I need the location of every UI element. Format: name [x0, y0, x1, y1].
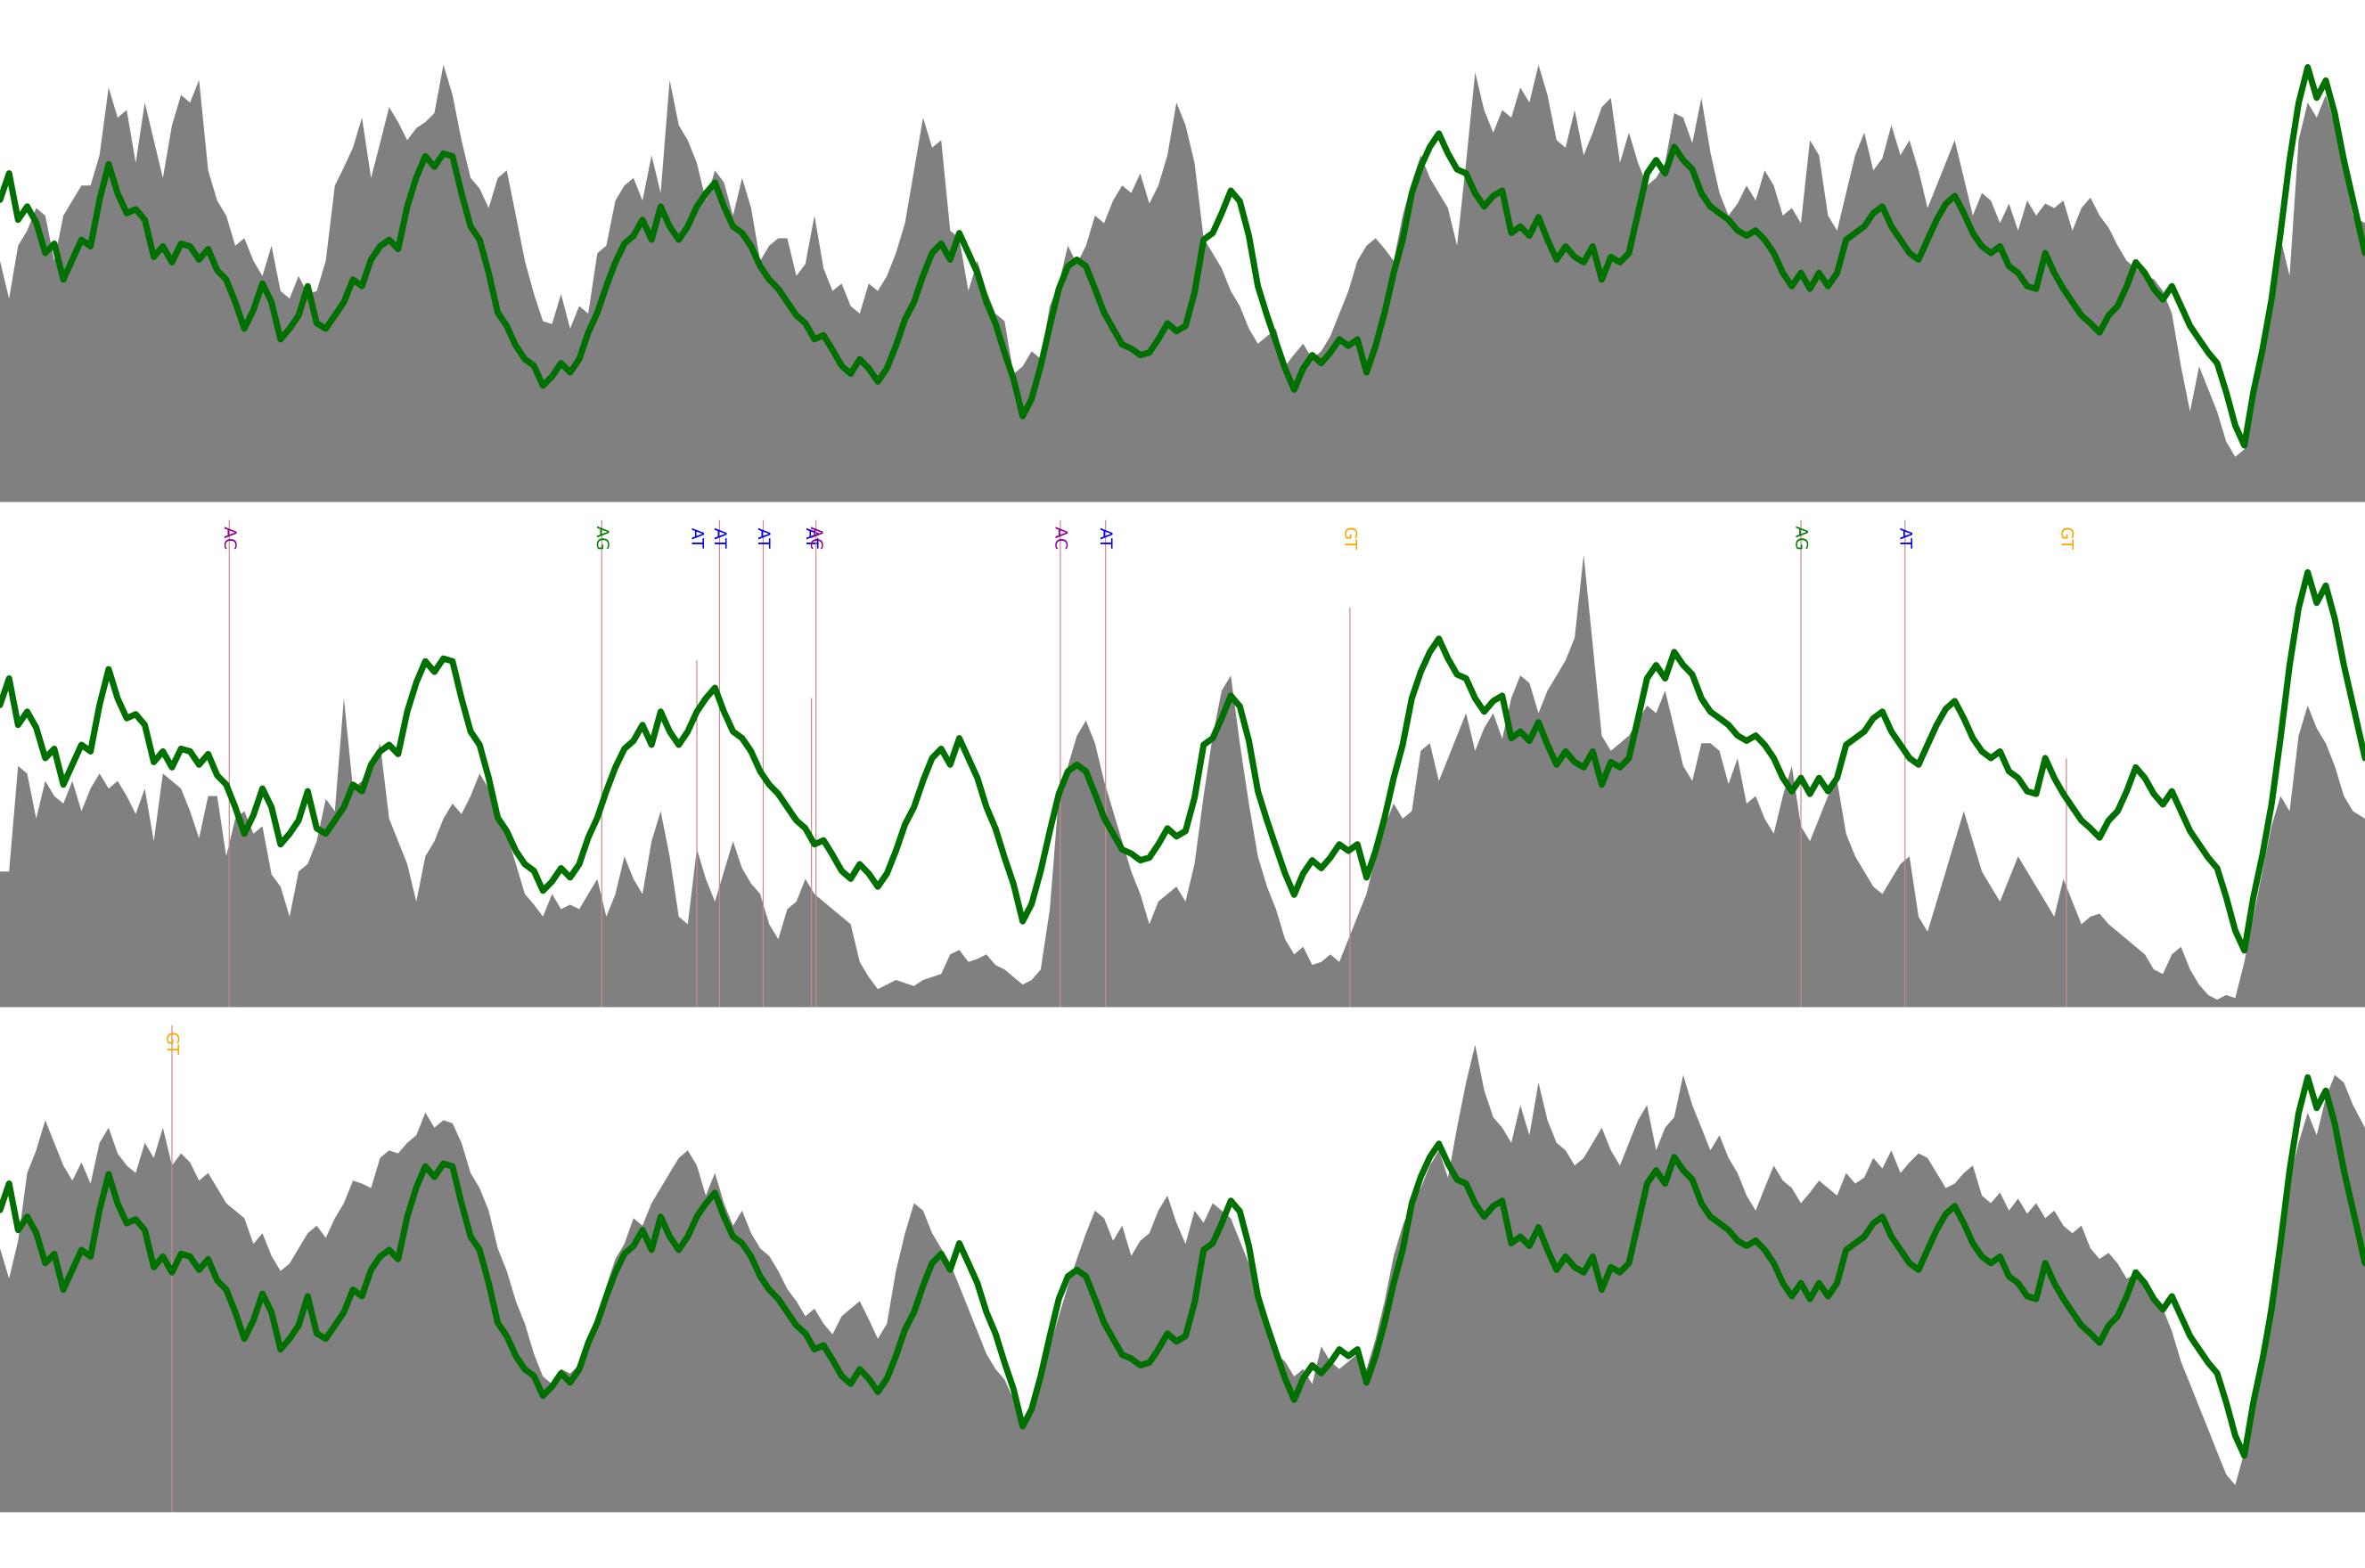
- snv-label-at: AT: [710, 528, 730, 550]
- coverage-area: [0, 1044, 2365, 1513]
- snv-label-ag: AG: [593, 527, 612, 551]
- snv-label-at: AT: [688, 528, 708, 550]
- snv-label-at: AT: [1096, 528, 1116, 550]
- coverage-area: [0, 554, 2365, 1008]
- snv-label-ac: AC: [1051, 527, 1070, 550]
- snv-label-at: AT: [754, 528, 773, 550]
- snv-label-ag: AG: [1792, 527, 1812, 551]
- snv-label-at: AT: [1895, 528, 1915, 550]
- reference-line: [0, 64, 2365, 449]
- snv-label-at: AT: [802, 528, 822, 550]
- coverage-track-3: GT: [0, 1025, 2365, 1513]
- snv-label-ac: AC: [806, 527, 826, 550]
- coverage-area: [0, 64, 2365, 502]
- reference-line: [0, 1074, 2365, 1459]
- snv-label-gt: GT: [163, 1032, 183, 1055]
- coverage-track-1: [0, 64, 2365, 502]
- snv-label-ac: AC: [220, 527, 240, 550]
- snv-label-gt: GT: [1340, 527, 1360, 550]
- snv-label-gt: GT: [2057, 527, 2076, 550]
- reference-line: [0, 568, 2365, 954]
